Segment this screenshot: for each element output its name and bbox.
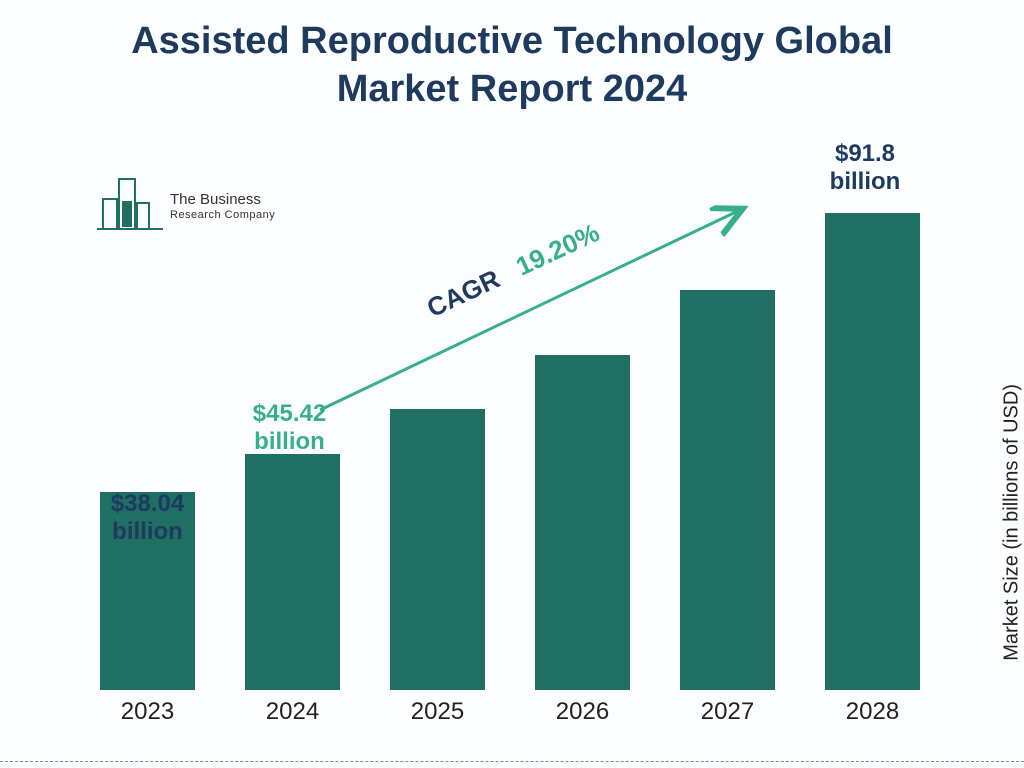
page: Assisted Reproductive Technology Global … <box>0 0 1024 768</box>
value-label: $91.8billion <box>780 140 950 195</box>
x-axis-label: 2028 <box>800 698 945 726</box>
bar <box>680 290 775 690</box>
bar-slot: 2025 <box>365 170 510 690</box>
footer-divider <box>0 761 1024 762</box>
y-axis-label: Market Size (in billions of USD) <box>1001 384 1024 661</box>
bars-container: 202320242025202620272028 <box>75 170 945 690</box>
bar-chart: 202320242025202620272028 <box>75 170 945 690</box>
bar-slot: 2028 <box>800 170 945 690</box>
bar <box>825 213 920 690</box>
x-axis-label: 2024 <box>220 698 365 726</box>
x-axis-label: 2025 <box>365 698 510 726</box>
chart-title: Assisted Reproductive Technology Global … <box>0 18 1024 113</box>
bar <box>245 454 340 690</box>
bar <box>390 409 485 690</box>
value-label: $45.42billion <box>212 400 367 455</box>
bar-slot: 2027 <box>655 170 800 690</box>
value-label: $38.04billion <box>75 490 220 545</box>
x-axis-label: 2023 <box>75 698 220 726</box>
x-axis-label: 2026 <box>510 698 655 726</box>
x-axis-label: 2027 <box>655 698 800 726</box>
bar-slot: 2023 <box>75 170 220 690</box>
bar <box>535 355 630 690</box>
